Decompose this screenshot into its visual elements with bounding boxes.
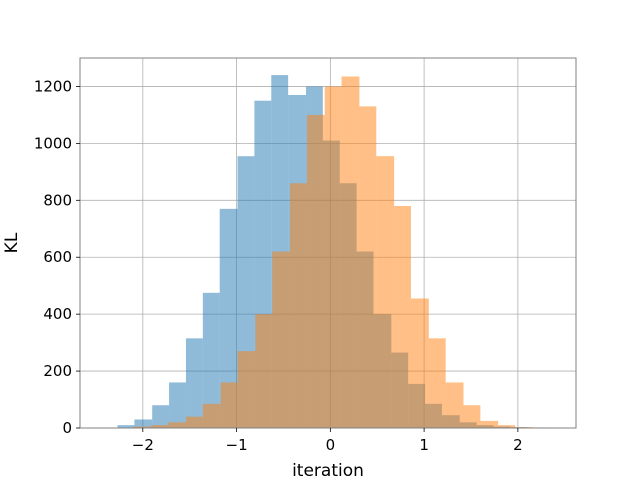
x-tick-label: 2: [513, 436, 523, 454]
x-tick-label: −2: [132, 436, 154, 454]
bars-layer: [117, 75, 550, 429]
histogram-bar-series-2: [410, 298, 429, 428]
histogram-bar-series-2: [428, 338, 446, 428]
histogram-bar-series-2: [498, 425, 516, 428]
x-tick-label: 1: [419, 436, 429, 454]
histogram-bar-series-2: [237, 351, 256, 428]
histogram-bar-series-2: [272, 251, 291, 428]
x-tick-label: −1: [226, 436, 248, 454]
y-tick-label: 600: [43, 248, 72, 266]
histogram-bar-series-2: [341, 76, 360, 428]
x-tick-label: 0: [326, 436, 336, 454]
histogram-bar-series-2: [480, 420, 499, 428]
y-axis-label: KL: [2, 232, 22, 253]
histogram-bar-series-1: [219, 208, 238, 428]
histogram-bar-series-2: [394, 206, 411, 428]
histogram-bar-series-2: [220, 382, 238, 428]
histogram-bar-series-1: [134, 419, 153, 428]
histogram-bar-series-2: [376, 156, 395, 428]
ticks-layer: −2 −1 0 1 2 0 200 400 600 800 1000 1200: [34, 77, 523, 454]
plot-frame: [79, 57, 577, 429]
x-axis-label: iteration: [292, 461, 364, 480]
histogram-bar-series-1: [152, 405, 170, 428]
y-tick-label: 200: [43, 362, 72, 380]
histogram-bar-series-2: [445, 382, 464, 428]
histogram-bar-series-2: [168, 422, 186, 428]
histogram-bar-series-2: [463, 405, 481, 428]
histogram-bar-series-2: [133, 426, 152, 428]
histogram-bar-series-2: [151, 425, 169, 428]
histogram-bar-series-1: [117, 425, 135, 428]
histogram-bar-series-2: [185, 416, 203, 428]
y-tick-label: 800: [43, 191, 72, 209]
histogram-bar-series-1: [169, 382, 186, 428]
y-tick-label: 1000: [34, 134, 72, 152]
histogram-bar-series-2: [324, 86, 342, 428]
histogram-bar-series-2: [306, 114, 325, 428]
histogram-bar-series-2: [290, 183, 307, 428]
histogram-bar-series-1: [185, 338, 203, 428]
y-tick-label: 0: [62, 419, 72, 437]
histogram-bar-series-2: [255, 314, 273, 428]
y-tick-label: 1200: [34, 77, 72, 95]
y-tick-label: 400: [43, 305, 72, 323]
histogram-bar-series-2: [359, 106, 377, 428]
histogram-bar-series-2: [202, 403, 221, 428]
histogram-bar-series-1: [202, 292, 220, 428]
